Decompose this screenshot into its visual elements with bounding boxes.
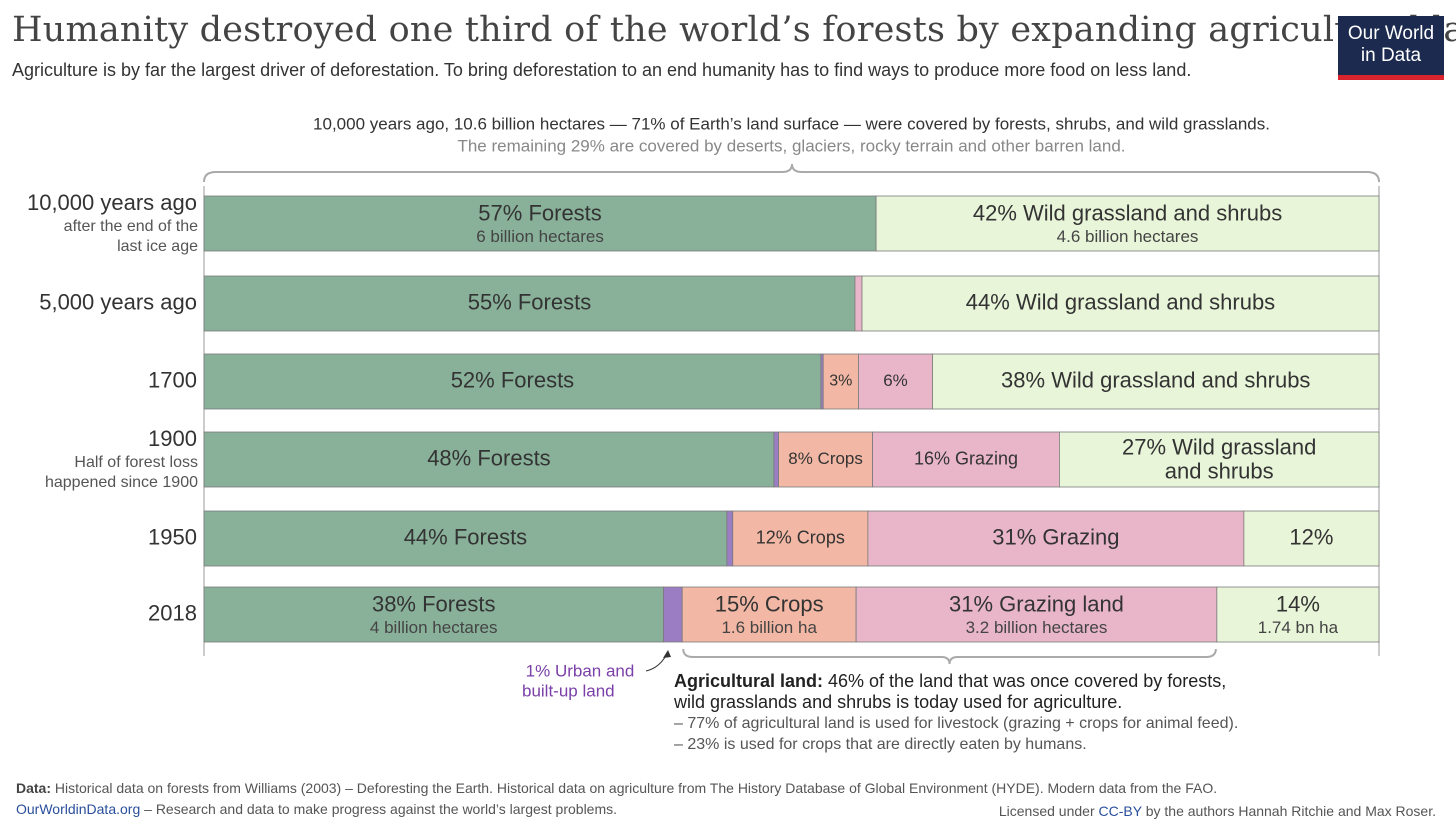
bar-segment-1900-forests <box>203 431 775 488</box>
seg-label2-1900-wild-grassland-and-shrubs: and shrubs <box>1165 458 1274 483</box>
bar-segment-5-000-years-ago-wild-grassland-and-shrubs <box>861 275 1380 332</box>
seg-label-1950-grazing: 31% Grazing <box>992 524 1119 549</box>
seg-label-1900-forests: 48% Forests <box>427 445 551 470</box>
chart-subtitle: Agriculture is by far the largest driver… <box>12 60 1192 80</box>
bar-segment-5-000-years-ago-forests <box>203 275 856 332</box>
seg-label-1900-grazing: 16% Grazing <box>914 448 1018 468</box>
license-pre: Licensed under <box>998 803 1099 819</box>
seg-label-1700-grazing: 6% <box>883 371 908 390</box>
license-post: by the authors Hannah Ritchie and Max Ro… <box>1141 803 1436 819</box>
ag-annotation-line-4: – 23% is used for crops that are directl… <box>674 736 1087 753</box>
ag-annotation-bold: Agricultural land: <box>674 671 823 691</box>
site-link[interactable]: OurWorldinData.org <box>16 801 141 817</box>
ag-annotation-rest: 46% of the land that was once covered by… <box>823 671 1226 691</box>
seg-sublabel-10-000-years-ago-wild-grassland-and-shrubs: 4.6 billion hectares <box>1057 227 1199 246</box>
seg-label-1950-forests: 44% Forests <box>404 524 528 549</box>
seg-label-2018-grazing: 31% Grazing land <box>949 591 1124 616</box>
seg-sublabel-2018-crops: 1.6 billion ha <box>721 618 817 637</box>
chart-title: Humanity destroyed one third of the worl… <box>12 10 1456 50</box>
bar-segment-1950-wild-grassland-and-shrubs <box>1243 510 1380 567</box>
row-label-1950: 1950 <box>148 524 197 549</box>
bar-segment-1950-forests <box>203 510 728 567</box>
footer-data-label: Data: <box>16 780 52 796</box>
row-label-2018: 2018 <box>148 600 197 625</box>
ag-annotation-line-2: wild grasslands and shrubs is today used… <box>673 692 1122 712</box>
logo-line-1: Our World <box>1347 23 1435 44</box>
bar-segment-1700-crops <box>822 353 859 410</box>
top-brace <box>203 163 1380 183</box>
bar-segment-1700-grazing <box>858 353 933 410</box>
seg-label-1700-forests: 52% Forests <box>451 367 575 392</box>
bar-segment-1950-urban-and-built-up-land <box>726 510 734 567</box>
row-sublabel-10-000-years-ago-1: last ice age <box>117 238 198 255</box>
urban-annotation-line-1: 1% Urban and <box>526 661 635 680</box>
top-note-line-1: 10,000 years ago, 10.6 billion hectares … <box>313 114 1270 133</box>
bar-segment-1900-crops <box>778 431 873 488</box>
urban-arrow <box>645 651 669 672</box>
footer-site-text: – Research and data to make progress aga… <box>140 801 618 817</box>
ag-annotation-line-1: Agricultural land: 46% of the land that … <box>674 671 1226 691</box>
row-label-1700: 1700 <box>148 367 197 392</box>
bar-segment-2018-wild-grassland-and-shrubs <box>1216 586 1380 643</box>
logo-line-2: in Data <box>1360 45 1422 66</box>
bar-segment-1900-urban-and-built-up-land <box>773 431 779 488</box>
row-label-10-000-years-ago: 10,000 years ago <box>27 190 197 215</box>
row-sublabel-1900-0: Half of forest loss <box>74 454 198 471</box>
bar-segment-2018-urban-and-built-up-land <box>663 586 683 643</box>
row-sublabel-1900-1: happened since 1900 <box>45 474 198 491</box>
seg-sublabel-10-000-years-ago-forests: 6 billion hectares <box>476 227 604 246</box>
bar-segment-1950-crops <box>732 510 869 567</box>
seg-label-1700-wild-grassland-and-shrubs: 38% Wild grassland and shrubs <box>1001 367 1310 392</box>
bar-segment-1700-wild-grassland-and-shrubs <box>932 353 1380 410</box>
agricultural-land-brace <box>682 648 1217 665</box>
bar-segment-1950-grazing <box>867 510 1245 567</box>
license-link[interactable]: CC-BY <box>1098 803 1142 819</box>
seg-label-10-000-years-ago-wild-grassland-and-shrubs: 42% Wild grassland and shrubs <box>973 200 1282 225</box>
seg-label-1900-crops: 8% Crops <box>788 449 863 468</box>
urban-arrowhead <box>663 650 671 658</box>
seg-label-2018-crops: 15% Crops <box>715 591 824 616</box>
bar-segment-10-000-years-ago-wild-grassland-and-shrubs <box>875 195 1380 252</box>
seg-label-5-000-years-ago-forests: 55% Forests <box>468 289 592 314</box>
seg-label-1900-wild-grassland-and-shrubs: 27% Wild grassland <box>1122 434 1316 459</box>
row-label-5-000-years-ago: 5,000 years ago <box>39 289 197 314</box>
ag-annotation-line-3: – 77% of agricultural land is used for l… <box>674 715 1238 732</box>
bar-segment-2018-forests <box>203 586 664 643</box>
seg-sublabel-2018-forests: 4 billion hectares <box>370 618 498 637</box>
seg-label-2018-forests: 38% Forests <box>372 591 496 616</box>
seg-sublabel-2018-wild-grassland-and-shrubs: 1.74 bn ha <box>1258 618 1339 637</box>
bar-segment-1700-forests <box>203 353 822 410</box>
footer-license: Licensed under CC-BY by the authors Hann… <box>999 803 1436 819</box>
bar-segment-2018-crops <box>681 586 857 643</box>
row-label-1900: 1900 <box>148 426 197 451</box>
bar-segment-1900-wild-grassland-and-shrubs <box>1059 431 1380 488</box>
seg-label-2018-wild-grassland-and-shrubs: 14% <box>1276 591 1320 616</box>
bar-segment-2018-grazing <box>855 586 1218 643</box>
footer-data-text: Historical data on forests from Williams… <box>51 780 1218 796</box>
seg-label-10-000-years-ago-forests: 57% Forests <box>478 200 602 225</box>
footer-source: Data: Historical data on forests from Wi… <box>16 780 1217 796</box>
row-sublabel-10-000-years-ago-0: after the end of the <box>64 218 198 235</box>
bar-segment-1900-grazing <box>872 431 1060 488</box>
bar-segment-10-000-years-ago-forests <box>203 195 877 252</box>
seg-label-1950-wild-grassland-and-shrubs: 12% <box>1289 524 1333 549</box>
seg-label-1700-crops: 3% <box>829 373 852 390</box>
footer-site: OurWorldinData.org – Research and data t… <box>16 801 617 817</box>
seg-sublabel-2018-grazing: 3.2 billion hectares <box>966 618 1108 637</box>
bar-segment-5-000-years-ago-grazing <box>854 275 863 332</box>
top-note-line-2: The remaining 29% are covered by deserts… <box>457 136 1125 155</box>
urban-annotation-line-2: built-up land <box>522 681 615 700</box>
seg-label-5-000-years-ago-wild-grassland-and-shrubs: 44% Wild grassland and shrubs <box>966 289 1275 314</box>
seg-label-1950-crops: 12% Crops <box>756 527 845 547</box>
owid-logo[interactable]: Our World in Data <box>1338 16 1444 80</box>
